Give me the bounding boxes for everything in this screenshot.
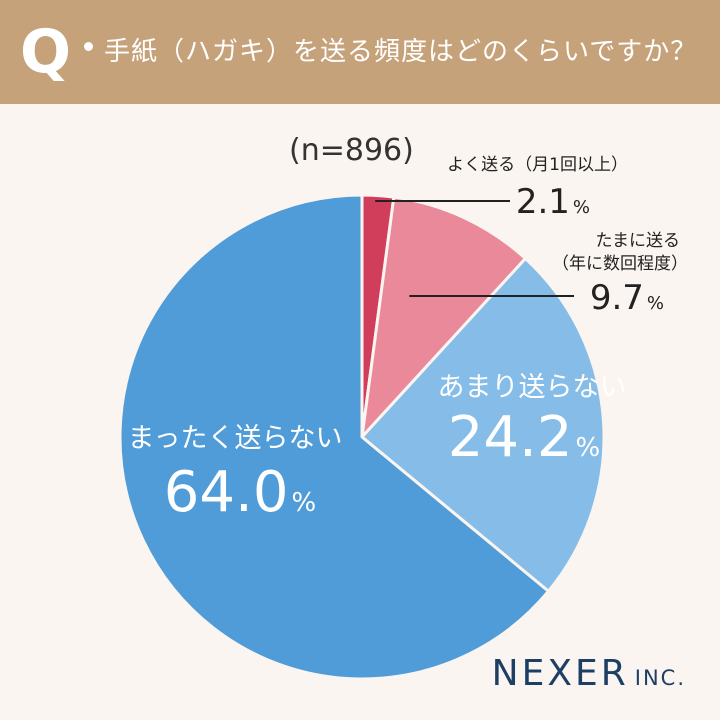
q-mark: Q — [20, 17, 72, 87]
slice-label-1b: （年に数回程度） — [552, 254, 688, 274]
header-bar: Q 手紙（ハガキ）を送る頻度はどのくらいですか？ — [0, 0, 720, 104]
nexer-logo: NEXER INC. — [492, 653, 686, 694]
sample-size-label: (n=896) — [289, 133, 414, 168]
slice-label-2: あまり送らない — [438, 372, 627, 403]
slice-value-0: 2.1% — [516, 182, 590, 222]
q-dot — [84, 42, 93, 51]
pie-slice-1 — [360, 195, 527, 439]
logo-main-text: NEXER — [491, 653, 629, 694]
logo-sub-text: INC. — [634, 666, 686, 690]
slice-label-1a: たまに送る — [596, 231, 681, 251]
slice-value-3: 64.0% — [164, 460, 316, 525]
slice-label-0: よく送る（月1回以上） — [447, 155, 628, 175]
slice-label-3: まったく送らない — [128, 423, 343, 454]
pie-slice-3 — [118, 193, 550, 681]
slice-value-1: 9.7% — [590, 278, 664, 318]
question-title: 手紙（ハガキ）を送る頻度はどのくらいですか？ — [104, 37, 698, 67]
slice-value-2: 24.2% — [448, 405, 600, 470]
pie-slice-2 — [360, 257, 606, 593]
